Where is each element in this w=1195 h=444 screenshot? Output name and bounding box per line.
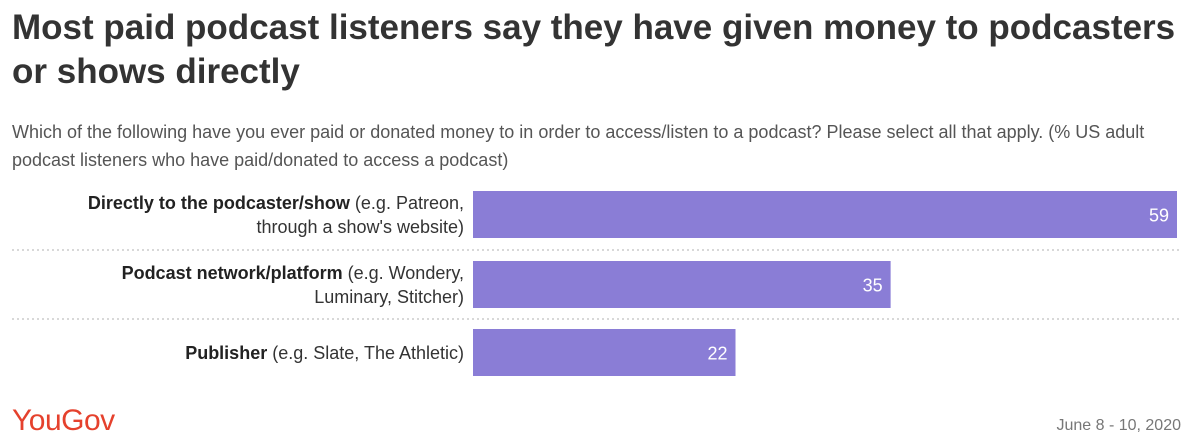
bar-value-label: 59	[1149, 206, 1169, 226]
chart-subtitle: Which of the following have you ever pai…	[12, 122, 1145, 170]
chart-title: Most paid podcast listeners say they hav…	[12, 8, 1176, 91]
category-label: Podcast network/platform (e.g. Wondery, L…	[121, 262, 464, 307]
bar-chart: 59 35 22	[12, 191, 1180, 376]
bar-value-label: 22	[707, 344, 727, 364]
category-label: Directly to the podcaster/show (e.g. Pat…	[87, 192, 464, 237]
bar-2	[473, 261, 891, 308]
yougov-logo: YouGov	[12, 404, 115, 437]
bar-3	[473, 329, 736, 376]
bar-1	[473, 191, 1177, 238]
bar-value-label: 35	[863, 276, 883, 296]
survey-date: June 8 - 10, 2020	[1056, 417, 1181, 434]
category-label: Publisher (e.g. Slate, The Athletic)	[185, 342, 464, 363]
